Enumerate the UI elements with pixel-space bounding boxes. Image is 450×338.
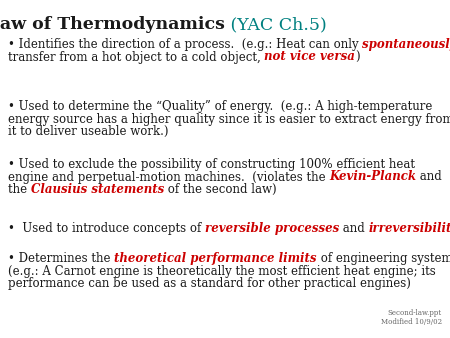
Text: ): ) <box>356 50 360 64</box>
Text: Kevin-Planck: Kevin-Planck <box>329 170 416 184</box>
Text: of the second law): of the second law) <box>164 183 277 196</box>
Text: Clausius statements: Clausius statements <box>31 183 164 196</box>
Text: •  Used to introduce concepts of: • Used to introduce concepts of <box>8 222 205 235</box>
Text: (YAC Ch.5): (YAC Ch.5) <box>225 16 327 33</box>
Text: • Identifies the direction of a process.  (e.g.: Heat can only: • Identifies the direction of a process.… <box>8 38 362 51</box>
Text: irreversibilities: irreversibilities <box>369 222 450 235</box>
Text: of engineering systems.: of engineering systems. <box>317 252 450 265</box>
Text: • Used to determine the “Quality” of energy.  (e.g.: A high-temperature: • Used to determine the “Quality” of ene… <box>8 100 432 113</box>
Text: Second-law.ppt
Modified 10/9/02: Second-law.ppt Modified 10/9/02 <box>381 309 442 326</box>
Text: • Used to exclude the possibility of constructing 100% efficient heat: • Used to exclude the possibility of con… <box>8 158 415 171</box>
Text: and: and <box>416 170 442 184</box>
Text: Second Law of Thermodynamics: Second Law of Thermodynamics <box>0 16 225 33</box>
Text: (e.g.: A Carnot engine is theoretically the most efficient heat engine; its: (e.g.: A Carnot engine is theoretically … <box>8 265 436 277</box>
Text: the: the <box>8 183 31 196</box>
Text: reversible processes: reversible processes <box>205 222 339 235</box>
Text: performance can be used as a standard for other practical engines): performance can be used as a standard fo… <box>8 277 411 290</box>
Text: transfer from a hot object to a cold object,: transfer from a hot object to a cold obj… <box>8 50 265 64</box>
Text: theoretical performance limits: theoretical performance limits <box>114 252 317 265</box>
Text: not vice versa: not vice versa <box>265 50 356 64</box>
Text: it to deliver useable work.): it to deliver useable work.) <box>8 125 168 138</box>
Text: • Determines the: • Determines the <box>8 252 114 265</box>
Text: spontaneously: spontaneously <box>362 38 450 51</box>
Text: engine and perpetual-motion machines.  (violates the: engine and perpetual-motion machines. (v… <box>8 170 329 184</box>
Text: and: and <box>339 222 369 235</box>
Text: energy source has a higher quality since it is easier to extract energy from: energy source has a higher quality since… <box>8 113 450 125</box>
